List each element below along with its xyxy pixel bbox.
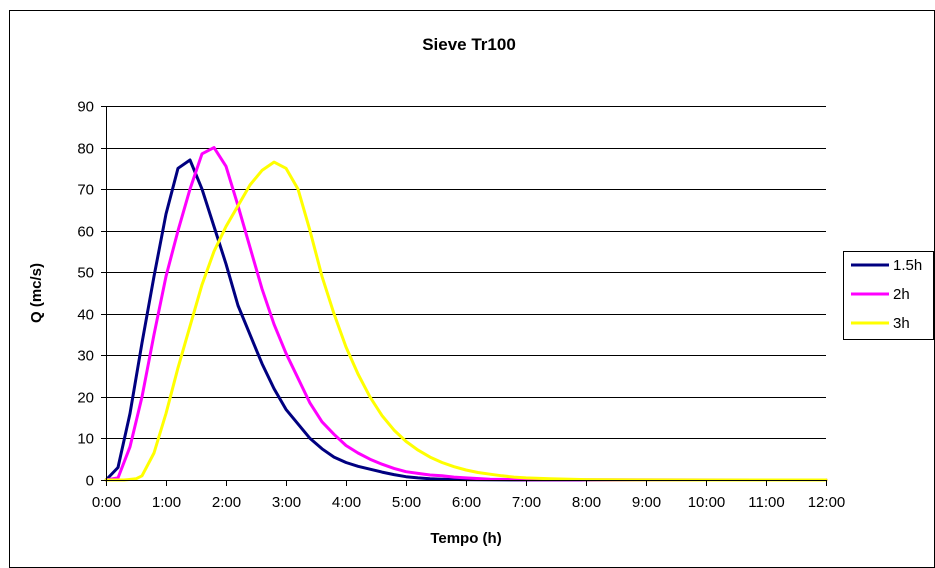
axis-layer: 0 10 20 30 40 50 60 70 80 90 0:00 1:00 2:00 3:00 4:00 5… <box>77 99 845 512</box>
y-tick-label: 0 <box>86 473 94 490</box>
x-tick-label: 5:00 <box>392 494 421 511</box>
x-tick-label: 6:00 <box>452 494 481 511</box>
legend-label-2h: 2h <box>893 286 910 303</box>
x-tick-label: 12:00 <box>808 494 846 511</box>
x-tick-label: 9:00 <box>632 494 661 511</box>
series-line-2h <box>104 146 828 482</box>
chart-title: Sieve Tr100 <box>422 35 516 54</box>
series-line-1.5h <box>104 158 828 482</box>
x-axis-title: Tempo (h) <box>430 530 501 547</box>
y-axis-title: Q (mc/s) <box>28 263 45 323</box>
x-tick-label: 1:00 <box>152 494 181 511</box>
plot-area <box>106 106 826 480</box>
x-tick-label: 10:00 <box>688 494 726 511</box>
y-tick-label: 20 <box>77 390 94 407</box>
x-tick-label: 0:00 <box>92 494 121 511</box>
legend-label-3h: 3h <box>893 315 910 332</box>
y-tick-label: 40 <box>77 307 94 324</box>
y-tick-label: 70 <box>77 182 94 199</box>
x-tick-label: 4:00 <box>332 494 361 511</box>
x-tick-label: 11:00 <box>748 494 784 511</box>
y-tick-label: 50 <box>77 265 94 282</box>
x-tick-label: 7:00 <box>512 494 541 511</box>
legend: 1.5h 2h 3h <box>843 251 934 340</box>
x-tick-label: 3:00 <box>272 494 301 511</box>
x-tick-label: 8:00 <box>572 494 601 511</box>
series-line-3h <box>104 160 828 482</box>
grid-layer <box>106 106 826 439</box>
y-tick-label: 90 <box>77 99 94 116</box>
y-tick-label: 30 <box>77 348 94 365</box>
y-tick-label: 80 <box>77 141 94 158</box>
series-layer <box>104 146 828 482</box>
x-tick-label: 2:00 <box>212 494 241 511</box>
legend-label-1.5h: 1.5h <box>893 257 922 274</box>
y-tick-label: 10 <box>77 431 94 448</box>
y-tick-label: 60 <box>77 224 94 241</box>
